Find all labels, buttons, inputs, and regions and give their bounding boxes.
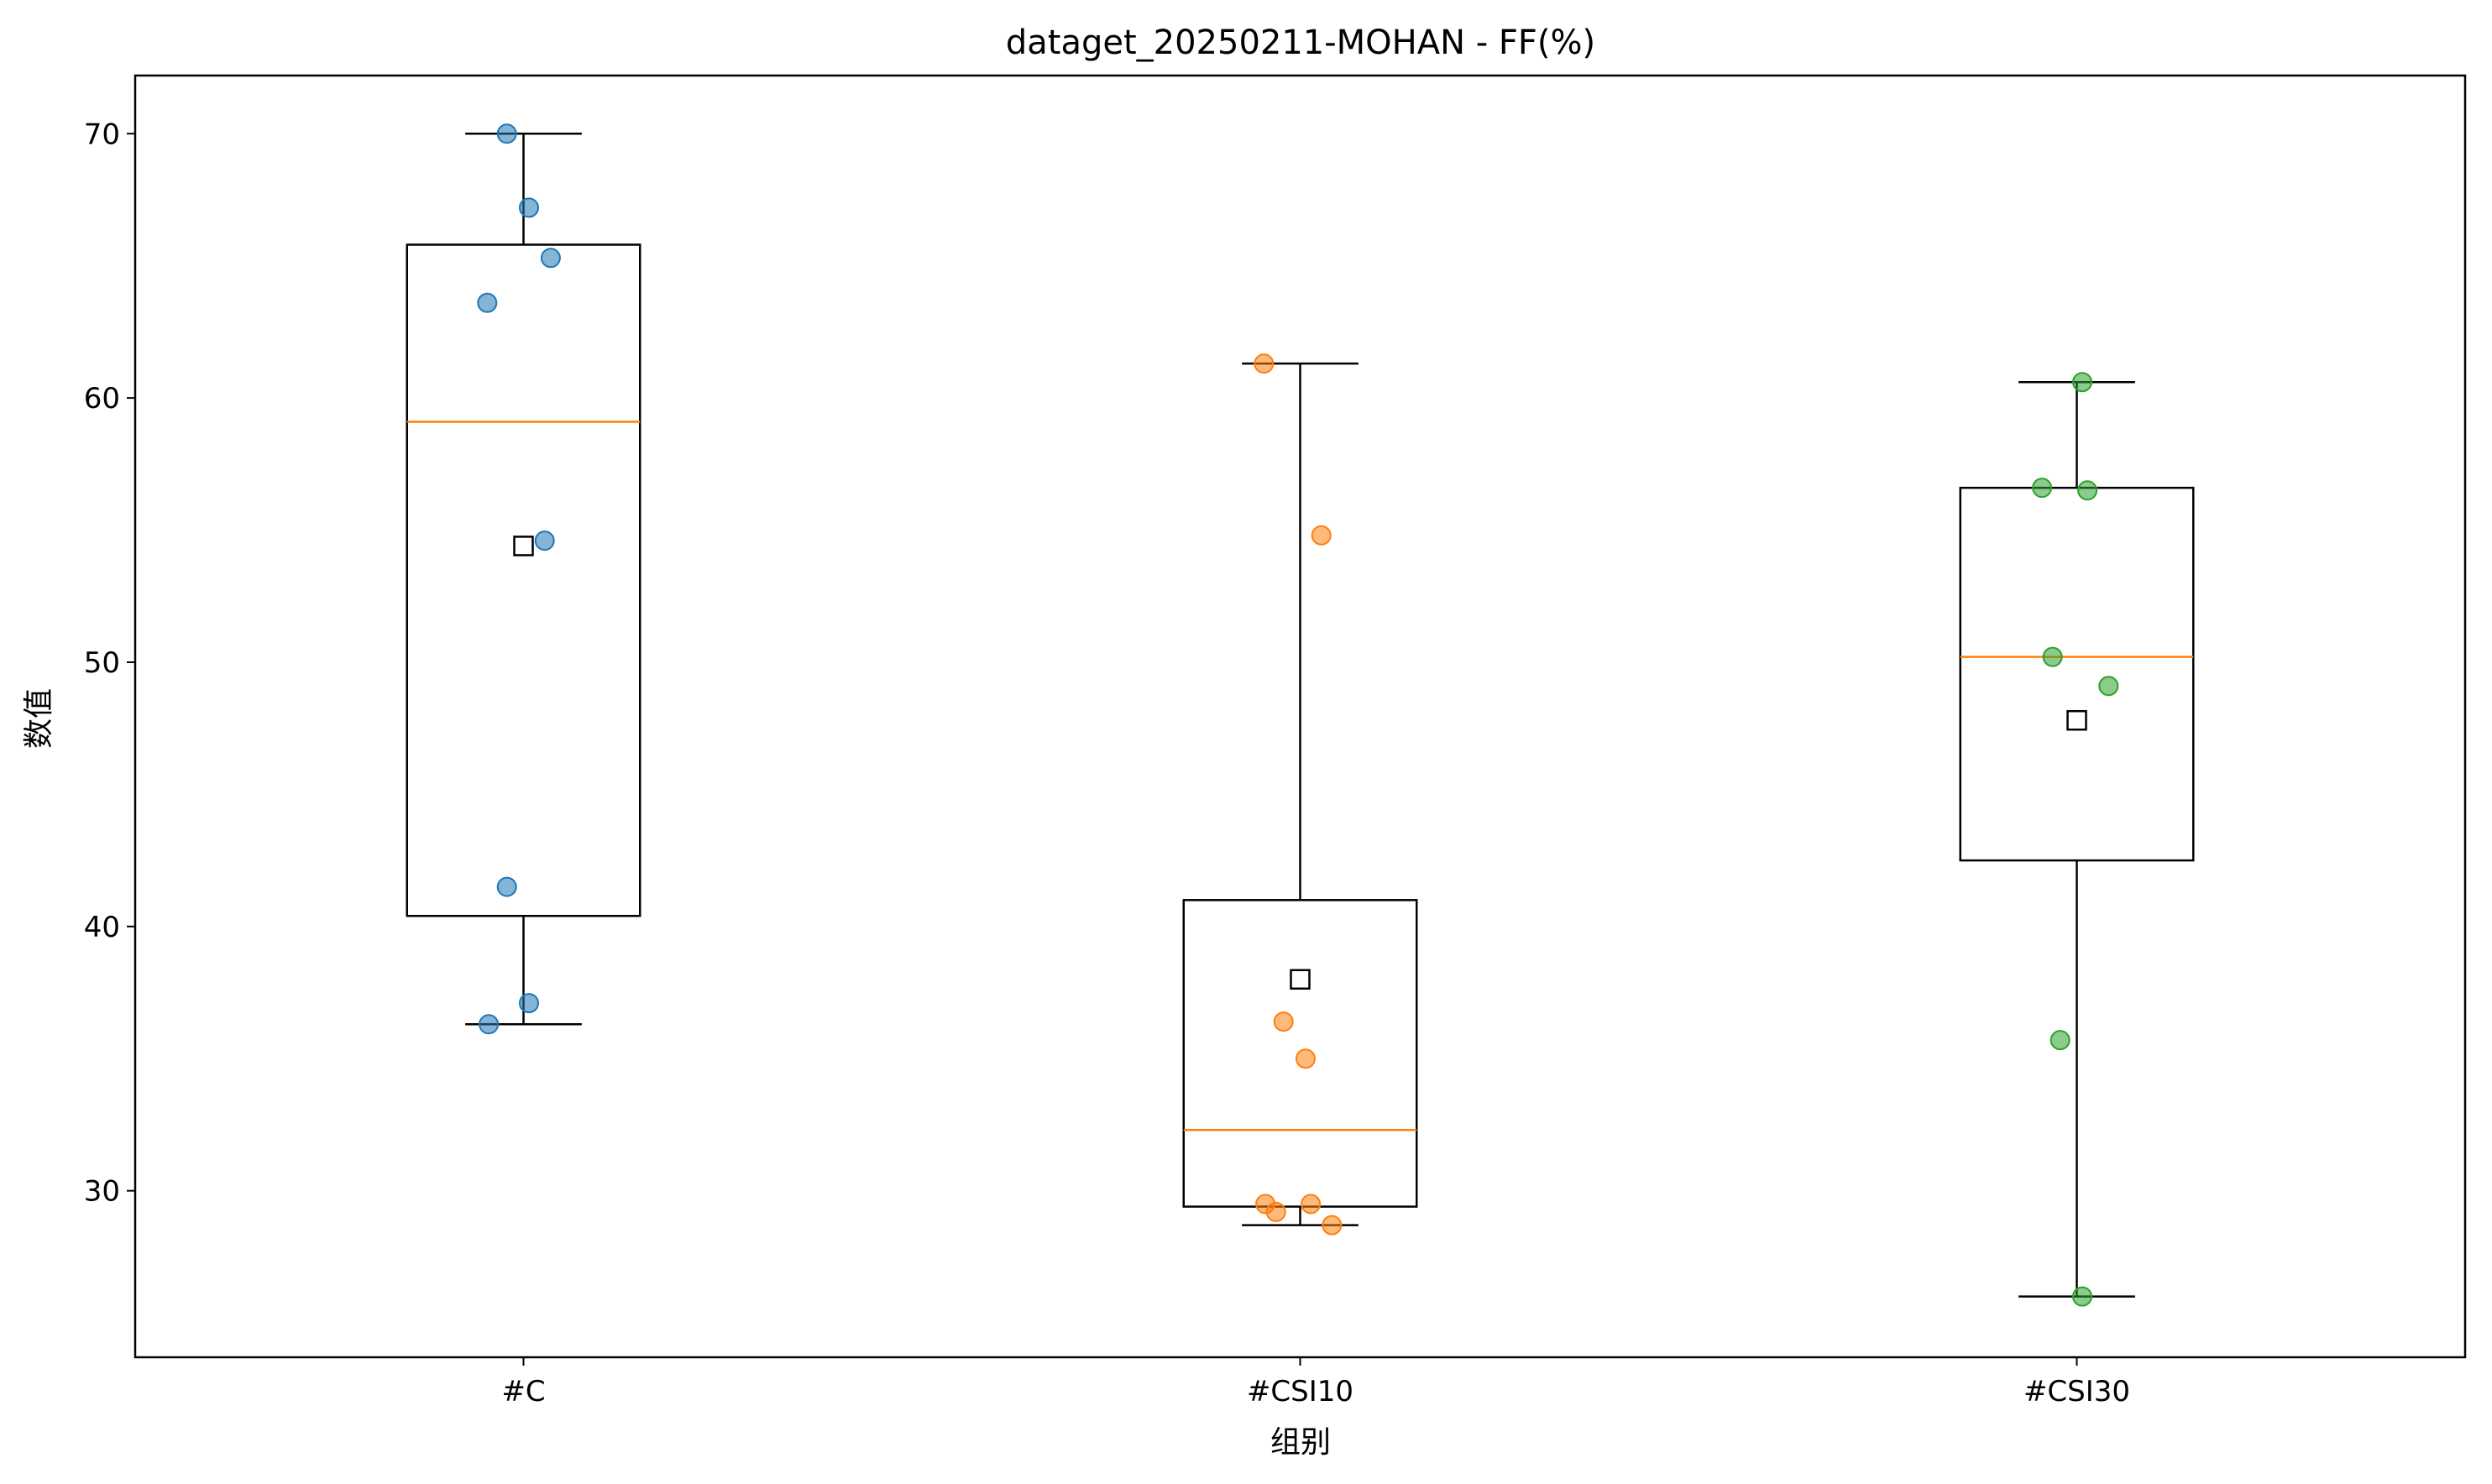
data-point	[534, 530, 555, 551]
x-tick-label: #C	[501, 1375, 545, 1408]
data-point	[518, 993, 539, 1014]
chart-title: dataget_20250211-MOHAN - FF(%)	[1006, 24, 1595, 62]
data-point	[2042, 646, 2063, 667]
data-point	[2077, 480, 2098, 501]
data-points	[477, 123, 2119, 1307]
mean-marker	[513, 536, 534, 556]
data-point	[540, 248, 561, 269]
iqr-box	[1959, 486, 2195, 862]
data-point	[2071, 372, 2092, 393]
y-tick-label: 70	[84, 118, 120, 151]
box-group	[406, 133, 641, 1026]
data-point	[496, 876, 517, 897]
iqr-box	[1182, 899, 1418, 1208]
data-point	[518, 197, 539, 218]
data-point	[2050, 1030, 2071, 1051]
x-axis-label: 组别	[1270, 1425, 1331, 1460]
data-point	[479, 1014, 500, 1035]
data-point	[477, 292, 498, 313]
data-point	[496, 123, 517, 144]
y-axis-label: 数值	[22, 688, 56, 749]
y-tick-label: 40	[84, 911, 120, 944]
data-point	[2071, 1286, 2092, 1307]
x-axis-ticks: #C #CSI10 #CSI30	[501, 1357, 2130, 1408]
data-point	[2032, 478, 2053, 499]
y-tick-label: 60	[84, 382, 120, 415]
x-tick-label: #CSI30	[2023, 1375, 2130, 1408]
data-point	[1295, 1048, 1316, 1069]
data-point	[1322, 1215, 1343, 1236]
box-group	[1959, 380, 2195, 1298]
data-point	[1311, 525, 1332, 546]
plot-frame	[134, 74, 2467, 1359]
data-point	[1273, 1011, 1294, 1032]
data-point	[1301, 1194, 1322, 1215]
y-tick-label: 30	[84, 1175, 120, 1209]
data-point	[2098, 676, 2119, 697]
box-group	[1182, 362, 1418, 1226]
iqr-box	[406, 243, 641, 917]
x-tick-label: #CSI10	[1247, 1375, 1353, 1408]
y-axis-ticks: 30 40 50 60 70	[84, 118, 135, 1209]
mean-marker	[1290, 969, 1311, 990]
data-point	[1254, 353, 1275, 374]
mean-marker	[2066, 709, 2087, 731]
y-tick-label: 50	[84, 646, 120, 680]
data-point	[1265, 1201, 1286, 1222]
box-groups	[406, 133, 2195, 1298]
